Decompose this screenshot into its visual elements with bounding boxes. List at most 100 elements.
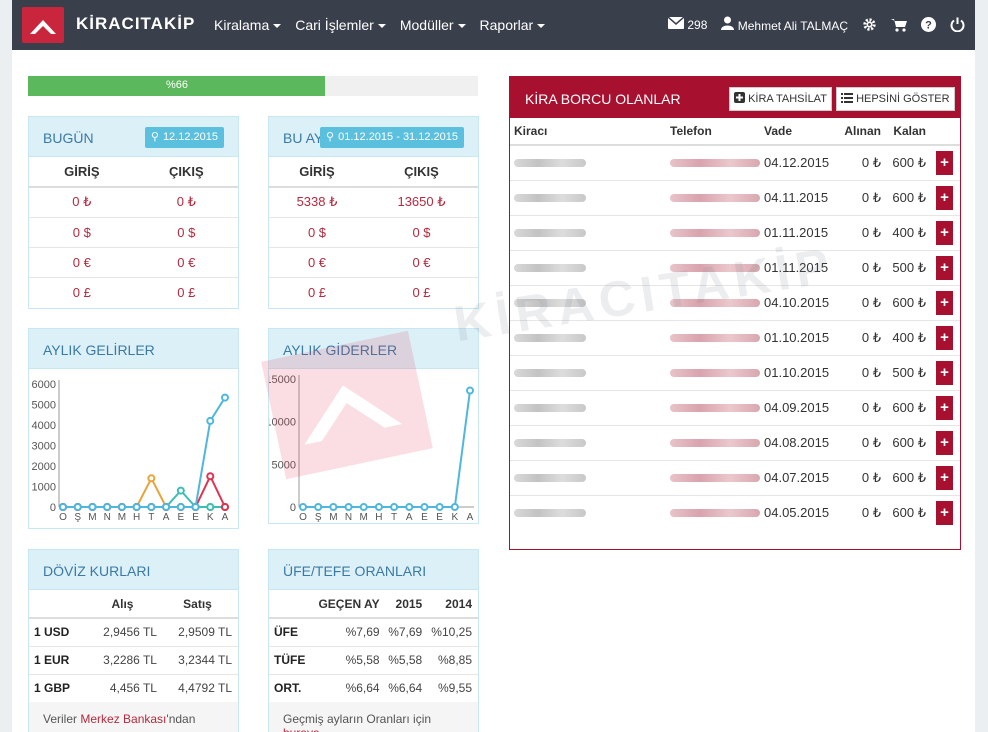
- data-point: [147, 503, 156, 511]
- x-tick-label: K: [451, 512, 458, 523]
- add-payment-button[interactable]: +: [936, 395, 953, 420]
- ufe-value: %7,69: [314, 617, 386, 646]
- panel-title: ÜFE/TEFE ORANLARI: [283, 563, 427, 579]
- cell-out: 0 €: [134, 246, 238, 277]
- brand-name[interactable]: KİRACITAKİP: [76, 14, 196, 33]
- rent-collect-button[interactable]: KİRA TAHSİLAT: [729, 87, 832, 111]
- data-point: [420, 503, 429, 511]
- ufe-header-2014: 2014: [428, 590, 478, 619]
- power-icon[interactable]: [950, 17, 965, 32]
- panel-title: BUGÜN: [43, 130, 94, 146]
- user-name: Mehmet Ali TALMAÇ: [737, 19, 848, 33]
- ufe-value: %10,25: [428, 617, 478, 646]
- paid-amount: 0 ₺: [832, 319, 887, 355]
- debt-row: 04.11.2015 0 ₺ 600 ₺ +: [510, 179, 960, 215]
- panel-header: AYLIK GELİRLER: [29, 329, 238, 369]
- menu-kiralama[interactable]: Kiralama: [214, 17, 282, 33]
- due-date: 04.10.2015: [760, 284, 832, 320]
- cell-out: 13650 ₺: [364, 186, 478, 217]
- add-payment-button[interactable]: +: [936, 255, 953, 280]
- debt-row: 01.11.2015 0 ₺ 400 ₺ +: [510, 214, 960, 250]
- data-point: [176, 486, 185, 495]
- panel-title: AYLIK GİDERLER: [283, 342, 398, 358]
- x-tick-label: H: [375, 512, 382, 523]
- remaining-amount: 600 ₺: [887, 424, 932, 460]
- row-action: +: [932, 319, 960, 355]
- expense-chart: 050001000015000OŞMNMHTAEEKA: [269, 374, 474, 523]
- data-point: [435, 503, 444, 511]
- month-panel: BU AY ⚲ 01.12.2015 - 31.12.2015 GİRİŞ ÇIKI…: [268, 116, 479, 309]
- row-action: +: [932, 249, 960, 285]
- add-payment-button[interactable]: +: [936, 220, 953, 245]
- tenant-name-redacted: [510, 354, 666, 390]
- x-tick-label: E: [421, 512, 428, 523]
- month-table: GİRİŞ ÇIKIŞ 5338 ₺ 13650 ₺ 0 $0 $ 0 €0 € 0…: [269, 157, 478, 307]
- add-payment-button[interactable]: +: [936, 290, 953, 315]
- paid-amount: 0 ₺: [832, 389, 887, 425]
- ufe-value: %5,58: [314, 645, 386, 674]
- menu-raporlar[interactable]: Raporlar: [480, 17, 546, 33]
- ufe-header-2015: 2015: [385, 590, 429, 619]
- col-out: ÇIKIŞ: [134, 157, 238, 188]
- cell-in: 0 ₺: [29, 186, 135, 217]
- phone-redacted: [666, 354, 760, 390]
- cell-in: 0 $: [29, 216, 135, 247]
- show-all-button[interactable]: HEPSİNİ GÖSTER: [836, 87, 955, 111]
- fx-sell: 2,9509 TL: [162, 617, 238, 646]
- paid-amount: 0 ₺: [832, 459, 887, 495]
- x-tick-label: O: [59, 512, 67, 523]
- phone-redacted: [666, 459, 760, 495]
- help-icon[interactable]: ?: [921, 17, 936, 32]
- y-tick-label: 1000: [32, 482, 56, 494]
- search-icon: ⚲: [326, 131, 335, 143]
- central-bank-link[interactable]: Merkez Bankası: [80, 712, 167, 726]
- user-icon: [721, 16, 735, 30]
- tenant-name-redacted: [510, 284, 666, 320]
- add-payment-button[interactable]: +: [936, 185, 953, 210]
- row-action: +: [932, 424, 960, 460]
- messages-link[interactable]: 298: [668, 17, 707, 32]
- debt-row: 04.12.2015 0 ₺ 600 ₺ +: [510, 144, 960, 180]
- user-menu[interactable]: Mehmet Ali TALMAÇ: [721, 16, 848, 33]
- data-point: [206, 503, 215, 511]
- fx-panel: DÖVİZ KURLARI Alış Satış 1 USD 2,9456 TL 2…: [28, 549, 239, 732]
- menu-moduller[interactable]: Modüller: [400, 17, 466, 33]
- logo-icon[interactable]: [22, 7, 64, 43]
- add-payment-button[interactable]: +: [936, 150, 953, 175]
- caret-down-icon: [377, 24, 386, 29]
- today-date-button[interactable]: ⚲ 12.12.2015: [144, 127, 224, 148]
- cell-out: 0 $: [364, 216, 478, 247]
- add-payment-button[interactable]: +: [936, 500, 953, 525]
- ufe-header-blank: [269, 590, 315, 619]
- cart-icon[interactable]: [891, 18, 907, 32]
- x-tick-label: O: [299, 512, 307, 523]
- data-point: [191, 503, 200, 511]
- add-payment-button[interactable]: +: [936, 430, 953, 455]
- add-payment-button[interactable]: +: [936, 465, 953, 490]
- x-tick-label: N: [345, 512, 352, 523]
- main-menu: Kiralama Cari İşlemler Modüller Raporlar: [214, 17, 546, 33]
- progress-fill: [28, 76, 325, 96]
- tenant-name-redacted: [510, 389, 666, 425]
- x-tick-label: T: [148, 512, 154, 523]
- ufe-value: %8,85: [428, 645, 478, 674]
- row-action: +: [932, 179, 960, 215]
- caret-down-icon: [273, 24, 282, 29]
- month-date-button[interactable]: ⚲ 01.12.2015 - 31.12.2015: [320, 127, 464, 148]
- row-action: +: [932, 284, 960, 320]
- panel-header: DÖVİZ KURLARI: [29, 550, 238, 590]
- add-payment-button[interactable]: +: [936, 325, 953, 350]
- data-point: [329, 503, 338, 511]
- cell-out: 0 $: [134, 216, 238, 247]
- menu-cari-islemler[interactable]: Cari İşlemler: [295, 17, 386, 33]
- panel-title: KİRA BORCU OLANLAR: [525, 91, 681, 107]
- ufe-value: %9,55: [428, 673, 478, 702]
- past-rates-link[interactable]: buraya: [283, 726, 320, 732]
- gear-icon[interactable]: [862, 17, 877, 32]
- add-payment-button[interactable]: +: [936, 360, 953, 385]
- row-action: +: [932, 354, 960, 390]
- remaining-amount: 600 ₺: [887, 459, 932, 495]
- data-point: [132, 503, 141, 511]
- y-tick-label: 5000: [272, 459, 296, 471]
- fx-buy: 3,2286 TL: [87, 645, 163, 674]
